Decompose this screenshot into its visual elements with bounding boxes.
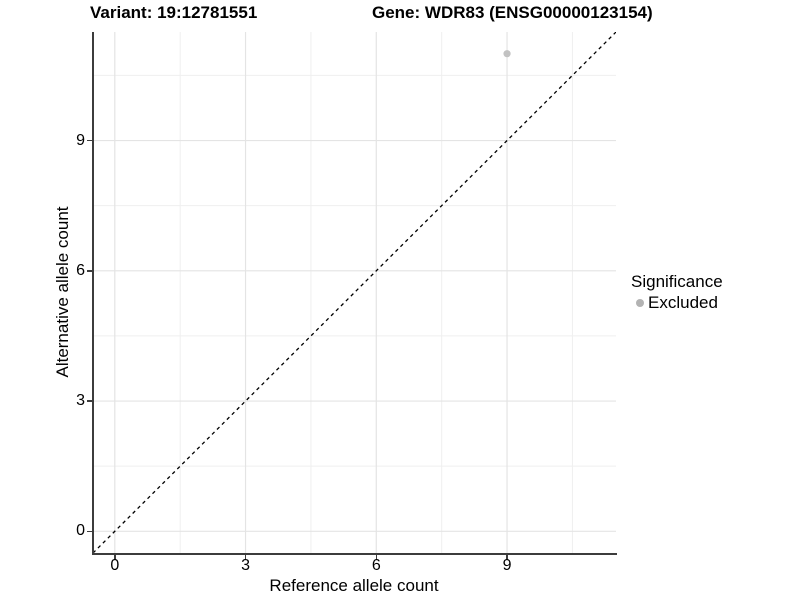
plot-title-gene: Gene: WDR83 (ENSG00000123154) xyxy=(372,3,653,22)
x-tick-label: 9 xyxy=(502,557,512,574)
legend-entry-label: Excluded xyxy=(648,293,718,312)
x-axis-line xyxy=(91,553,617,555)
y-tick-label: 0 xyxy=(76,522,85,540)
x-tick-mark xyxy=(506,555,508,560)
y-tick-label: 6 xyxy=(76,261,85,279)
x-tick-label: 0 xyxy=(110,557,120,574)
x-tick-label: 3 xyxy=(241,557,250,574)
scatter-plot-canvas xyxy=(93,32,616,553)
y-tick-mark xyxy=(87,139,92,142)
y-axis-line xyxy=(91,32,94,555)
y-axis-title: Alternative allele count xyxy=(53,206,72,378)
x-axis-title: Reference allele count xyxy=(269,576,439,595)
x-tick-label: 6 xyxy=(371,557,381,574)
data-point xyxy=(503,50,511,58)
identity-reference-line xyxy=(93,32,616,553)
y-tick-mark xyxy=(87,400,92,402)
x-tick-mark xyxy=(375,555,378,560)
y-tick-mark xyxy=(87,530,92,533)
y-tick-label: 3 xyxy=(76,392,85,410)
x-tick-mark xyxy=(114,555,116,560)
plot-title-variant: Variant: 19:12781551 xyxy=(90,3,258,22)
y-tick-mark xyxy=(87,270,92,272)
plot-panel xyxy=(93,32,616,553)
legend-point-icon xyxy=(636,299,644,307)
x-tick-mark xyxy=(244,555,247,560)
legend-title: Significance xyxy=(631,272,723,291)
y-tick-label: 9 xyxy=(76,131,85,149)
legend: Significance Excluded xyxy=(631,272,723,313)
legend-entry-excluded: Excluded xyxy=(631,293,723,313)
